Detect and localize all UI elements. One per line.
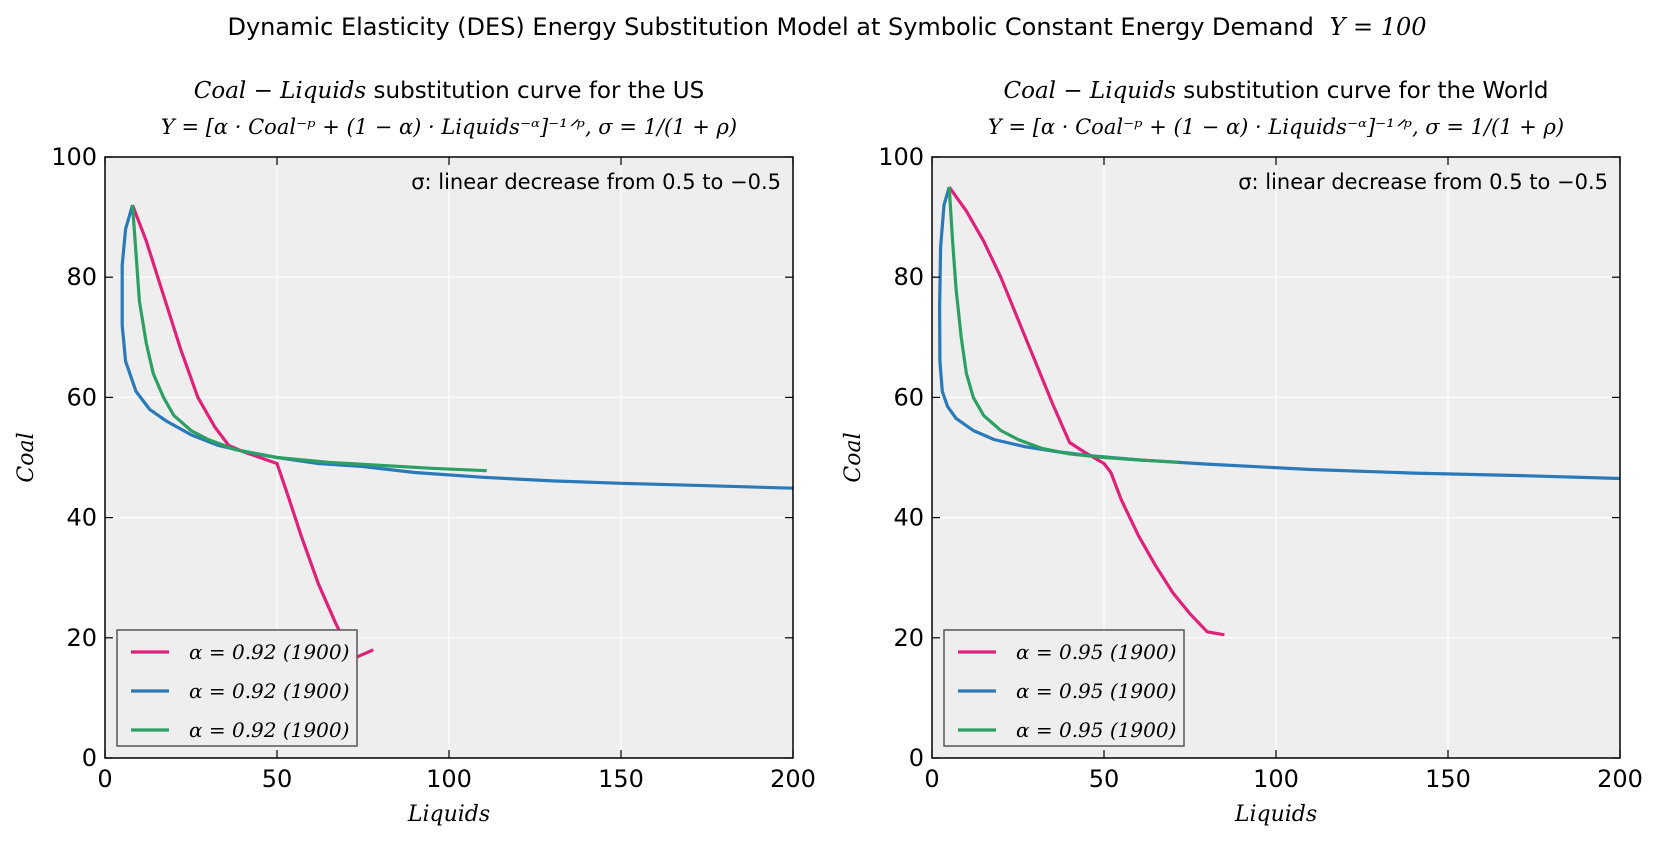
legend-box	[943, 629, 1185, 747]
y-tick-label: 60	[893, 383, 924, 411]
legend-label-2: α = 0.95 (1900)	[1016, 718, 1176, 742]
x-tick-label: 50	[1089, 765, 1120, 793]
chart-annotation: σ: linear decrease from 0.5 to −0.5	[411, 170, 781, 194]
chart-title: Coal − Liquids substitution curve for th…	[194, 78, 704, 104]
chart-title-math: Coal − Liquids	[1004, 78, 1177, 104]
y-tick-label: 80	[893, 263, 924, 291]
legend-label-2: α = 0.92 (1900)	[189, 718, 349, 742]
y-tick-label: 0	[82, 744, 97, 772]
suptitle-math: Y = 100	[1329, 13, 1426, 41]
y-tick-label: 100	[878, 143, 924, 171]
x-tick-label: 100	[426, 765, 472, 793]
y-tick-label: 20	[893, 624, 924, 652]
legend: α = 0.95 (1900) α = 0.95 (1900) α = 0.95 (…	[943, 629, 1185, 747]
legend-label-1: α = 0.95 (1900)	[1016, 679, 1176, 703]
chart-title-text: substitution curve for the World	[1176, 78, 1548, 104]
y-tick-label: 60	[66, 383, 97, 411]
series-line-2	[130, 204, 487, 473]
chart-title-math: Coal − Liquids	[194, 78, 367, 104]
x-tick-label: 200	[770, 765, 816, 793]
x-axis-label: Liquids	[1234, 802, 1317, 827]
x-tick-label: 0	[924, 765, 939, 793]
y-axis-label: Coal	[14, 432, 39, 482]
y-tick-label: 40	[66, 504, 97, 532]
legend-label-0: α = 0.92 (1900)	[189, 640, 349, 664]
y-tick-label: 0	[909, 744, 924, 772]
y-axis-label: Coal	[841, 432, 866, 482]
suptitle-text: Dynamic Elasticity (DES) Energy Substitu…	[227, 13, 1313, 41]
x-tick-label: 200	[1597, 765, 1643, 793]
chart-us: Coal − Liquids substitution curve for th…	[14, 78, 816, 827]
chart-title: Coal − Liquids substitution curve for th…	[1004, 78, 1549, 104]
y-tick-label: 40	[893, 504, 924, 532]
chart-world: Coal − Liquids substitution curve for th…	[841, 78, 1643, 827]
chart-subtitle: Y = [α · Coal⁻ᵖ + (1 − α) · Liquids⁻ᵅ]⁻¹…	[988, 115, 1564, 139]
chart-annotation: σ: linear decrease from 0.5 to −0.5	[1238, 170, 1608, 194]
y-tick-label: 20	[66, 624, 97, 652]
chart-title-text: substitution curve for the US	[366, 78, 704, 104]
x-axis-label: Liquids	[407, 802, 490, 827]
series-line-2	[947, 186, 1180, 464]
legend-box	[116, 629, 358, 747]
legend-label-0: α = 0.95 (1900)	[1016, 640, 1176, 664]
series-line-1	[938, 186, 1620, 481]
legend-label-1: α = 0.92 (1900)	[189, 679, 349, 703]
x-tick-label: 150	[598, 765, 644, 793]
x-tick-label: 100	[1253, 765, 1299, 793]
y-tick-label: 100	[51, 143, 97, 171]
legend: α = 0.92 (1900) α = 0.92 (1900) α = 0.92 (…	[116, 629, 358, 747]
figure-suptitle: Dynamic Elasticity (DES) Energy Substitu…	[227, 13, 1426, 41]
x-tick-label: 0	[97, 765, 112, 793]
x-tick-label: 150	[1425, 765, 1471, 793]
chart-subtitle: Y = [α · Coal⁻ᵖ + (1 − α) · Liquids⁻ᵅ]⁻¹…	[161, 115, 737, 139]
y-tick-label: 80	[66, 263, 97, 291]
x-tick-label: 50	[262, 765, 293, 793]
